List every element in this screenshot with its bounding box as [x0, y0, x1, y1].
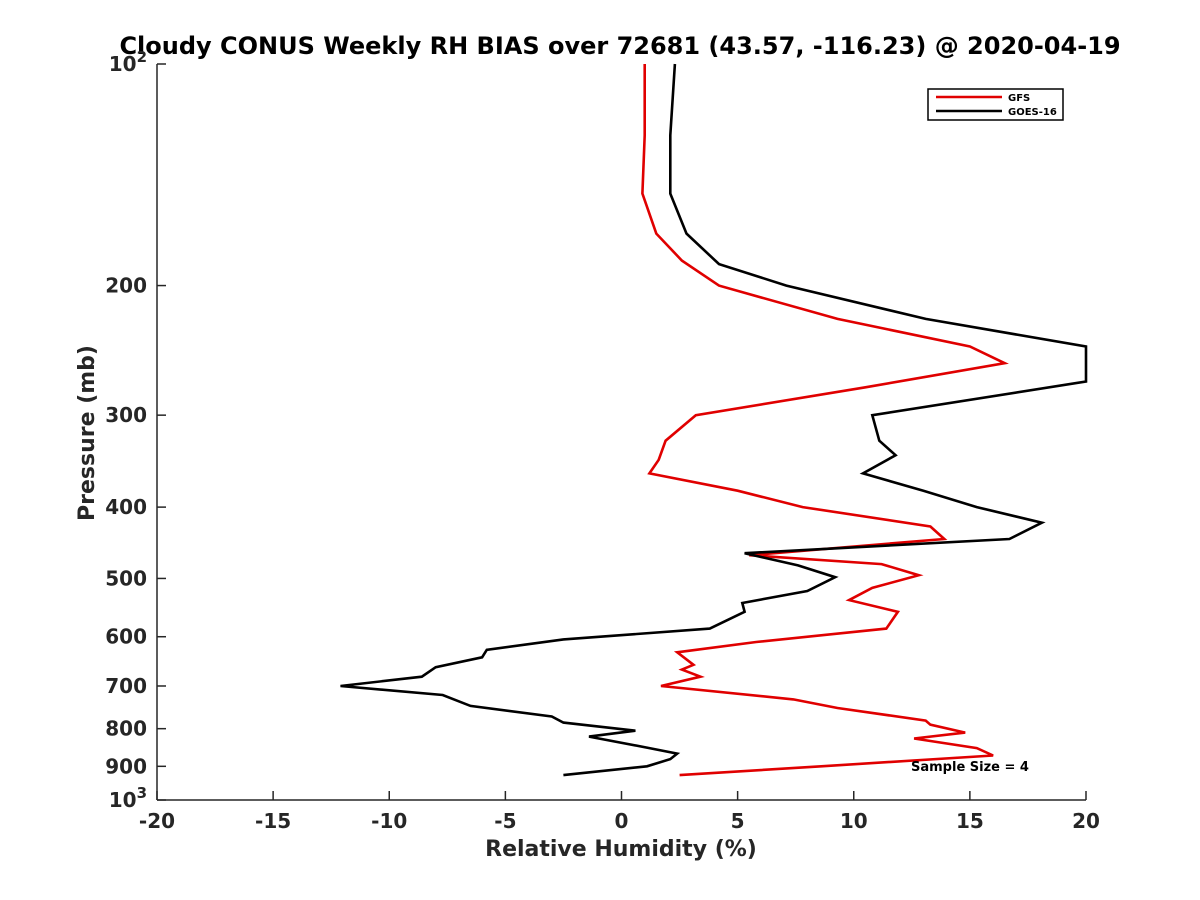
x-axis-label: Relative Humidity (%) — [485, 837, 757, 862]
x-axis: -20 -15 -10 -5 0 5 10 15 20 — [139, 791, 1100, 833]
chart-title: Cloudy CONUS Weekly RH BIAS over 72681 (… — [119, 32, 1120, 60]
x-tick-label: 15 — [956, 809, 984, 833]
x-tick-label: -5 — [494, 809, 516, 833]
x-tick-label: -15 — [255, 809, 291, 833]
x-tick-label: -20 — [139, 809, 175, 833]
y-tick-label: 700 — [105, 674, 147, 698]
y-tick-label: 900 — [105, 754, 147, 778]
series-line-goes-16 — [340, 63, 1088, 777]
x-tick-label: 20 — [1072, 809, 1100, 833]
legend-label-goes-16: GOES-16 — [1008, 107, 1057, 118]
y-tick-label: 800 — [105, 717, 147, 741]
y-tick-label: 500 — [105, 566, 147, 590]
x-tick-label: 0 — [615, 809, 629, 833]
legend: GFS GOES-16 — [927, 88, 1064, 121]
y-axis-label: Pressure (mb) — [75, 345, 100, 521]
series-line-gfs — [641, 64, 1009, 777]
y-tick-label: 300 — [105, 403, 147, 427]
x-tick-label: 10 — [840, 809, 868, 833]
sample-size-annotation: Sample Size = 4 — [911, 760, 1029, 775]
legend-box — [927, 88, 1064, 121]
legend-label-gfs: GFS — [1008, 93, 1030, 104]
y-tick-label: 600 — [105, 625, 147, 649]
x-tick-label: 5 — [731, 809, 745, 833]
series-layer — [340, 63, 1088, 777]
y-tick-label: 200 — [105, 274, 147, 298]
y-tick-label: 400 — [105, 495, 147, 519]
x-tick-label: -10 — [371, 809, 407, 833]
